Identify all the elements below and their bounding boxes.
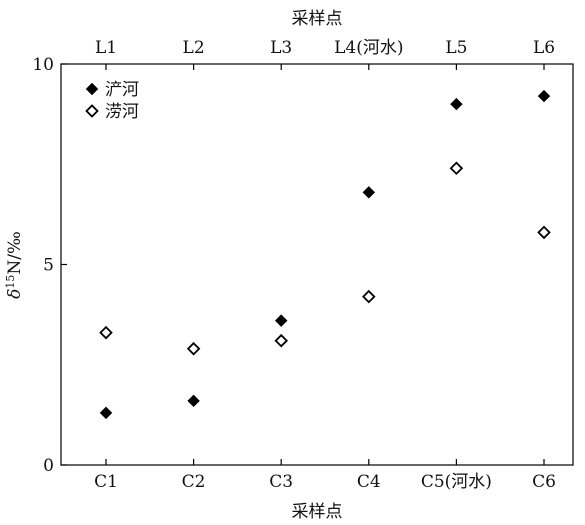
series-open-point xyxy=(362,289,376,304)
series-open-point xyxy=(186,341,201,356)
y-axis-label-prefix: δ xyxy=(5,289,25,299)
legend-label: 涝河 xyxy=(105,102,139,122)
bottom-axis-label: 采样点 xyxy=(292,502,343,522)
top-tick-label: L4(河水) xyxy=(334,38,403,58)
top-axis-label: 采样点 xyxy=(292,9,343,29)
y-tick-label: 10 xyxy=(32,55,54,75)
series-filled-point xyxy=(187,394,200,408)
top-tick-label: L1 xyxy=(95,38,117,58)
series-filled-point xyxy=(450,97,463,111)
series-filled-point xyxy=(99,406,113,420)
series-filled-point xyxy=(362,186,376,199)
y-axis-label-sup: 15 xyxy=(4,275,17,289)
series-filled-point xyxy=(274,314,288,327)
series-open-point xyxy=(537,225,551,240)
y-axis-label: δ15N/‰ xyxy=(4,231,25,299)
series-open-point xyxy=(99,325,113,340)
series-open-point xyxy=(274,333,288,348)
bottom-tick-label: C4 xyxy=(357,472,381,492)
top-tick-label: L6 xyxy=(533,38,555,58)
top-tick-label: L3 xyxy=(270,38,292,58)
bottom-tick-label: C3 xyxy=(269,472,293,492)
y-axis-label-suffix: N/‰ xyxy=(5,231,25,274)
legend-label: 浐河 xyxy=(105,80,139,100)
y-tick-label: 5 xyxy=(43,256,54,276)
bottom-tick-label: C1 xyxy=(94,472,118,492)
bottom-tick-label: C5(河水) xyxy=(421,472,492,492)
legend-marker xyxy=(85,82,99,96)
bottom-tick-label: C6 xyxy=(532,472,556,492)
top-tick-label: L2 xyxy=(183,38,205,58)
series-open-point xyxy=(449,161,464,176)
series-filled-point xyxy=(537,89,551,103)
y-tick-label: 0 xyxy=(43,456,54,476)
bottom-tick-label: C2 xyxy=(182,472,206,492)
top-tick-label: L5 xyxy=(445,38,467,58)
legend-marker xyxy=(85,104,99,118)
plot-frame xyxy=(60,63,574,466)
svg-text:δ15N/‰: δ15N/‰ xyxy=(4,231,25,299)
